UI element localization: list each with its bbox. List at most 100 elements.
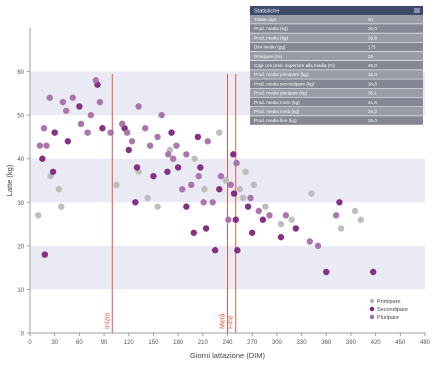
data-point (135, 103, 142, 110)
data-point (323, 268, 330, 276)
data-point (146, 142, 154, 149)
data-point (351, 207, 359, 215)
data-point (217, 172, 225, 180)
data-point (288, 216, 295, 223)
data-point (58, 203, 65, 210)
stats-row (250, 88, 423, 98)
x-axis-title: Giorni lattazione (DIM) (190, 351, 266, 360)
data-point (197, 164, 204, 171)
data-point (357, 216, 365, 223)
data-point (179, 186, 186, 193)
data-point (64, 138, 72, 145)
data-point (306, 238, 313, 245)
data-point (174, 164, 182, 171)
y-tick-label: 30 (17, 201, 24, 207)
legend-label: Secondipare (377, 307, 408, 313)
data-point (76, 103, 83, 110)
data-point (183, 151, 190, 158)
data-point (96, 98, 104, 106)
data-point (225, 216, 232, 223)
data-point (248, 229, 256, 236)
data-point (59, 98, 67, 106)
data-point (133, 164, 141, 171)
data-point (154, 203, 161, 210)
data-point (173, 142, 180, 149)
phase-label: Fine (228, 315, 235, 329)
data-point (84, 129, 91, 136)
data-point (332, 212, 340, 219)
data-point (113, 181, 120, 189)
data-point (255, 207, 262, 215)
legend-label: Primipare (377, 299, 401, 305)
panel-collapse-icon[interactable] (414, 8, 420, 13)
data-point (107, 129, 114, 136)
data-point (51, 129, 58, 136)
data-point (233, 159, 240, 167)
stats-row-label: Primipare (%) (254, 54, 283, 59)
data-point (128, 138, 136, 145)
data-point (234, 247, 241, 254)
data-point (216, 186, 223, 193)
data-point (250, 181, 258, 189)
stats-row (250, 107, 423, 116)
stats-row-value: 25,0 (368, 118, 377, 123)
phase-label: Metà (220, 313, 227, 329)
x-tick-label: 240 (222, 340, 233, 346)
data-point (266, 212, 273, 219)
data-point (55, 186, 63, 193)
stats-row (250, 70, 423, 79)
stats-row-label: Prod. media inizio (kg) (254, 100, 300, 105)
stats-row (250, 61, 423, 70)
data-point (236, 186, 244, 193)
data-point (200, 199, 207, 206)
phase-label: Inizio (104, 313, 111, 329)
stats-row (250, 33, 423, 42)
stats-row-label: Capi con prod. superiore alla media (%) (254, 63, 335, 68)
stats-row-label: Prod. media metà (kg) (254, 109, 300, 114)
x-tick-label: 270 (247, 340, 258, 346)
data-point (118, 120, 126, 128)
x-tick-label: 0 (28, 340, 32, 346)
data-point (168, 129, 175, 136)
data-point (87, 111, 95, 119)
legend-marker (369, 314, 375, 320)
x-tick-label: 90 (101, 340, 108, 346)
data-point (336, 199, 343, 206)
data-point (69, 94, 76, 101)
stats-row (250, 116, 423, 125)
x-tick-label: 120 (124, 340, 135, 346)
data-point (165, 151, 172, 158)
y-tick-label: 50 (17, 114, 24, 120)
x-tick-label: 480 (420, 340, 431, 346)
data-point (209, 199, 216, 206)
y-tick-label: 20 (17, 244, 24, 250)
data-point (43, 142, 50, 149)
y-axis-title: Latte (kg) (5, 164, 14, 196)
stats-row (250, 24, 423, 33)
x-tick-label: 60 (76, 340, 83, 346)
data-point (164, 168, 171, 175)
stats-row-value: 34,0 (368, 26, 377, 31)
data-point (247, 194, 254, 202)
stats-row (250, 42, 423, 52)
y-tick-label: 40 (17, 157, 24, 163)
data-point (277, 220, 285, 228)
data-point (40, 125, 48, 132)
data-point (201, 186, 208, 193)
data-point (337, 225, 345, 232)
x-tick-label: 150 (148, 340, 159, 346)
stats-row (250, 79, 423, 88)
stats-row-value: 32,0 (368, 72, 377, 77)
x-tick-label: 450 (395, 340, 406, 346)
data-point (204, 138, 211, 145)
x-tick-label: 180 (173, 340, 184, 346)
data-point (169, 155, 177, 162)
data-point (158, 111, 165, 119)
data-point (227, 181, 234, 189)
data-point (194, 133, 202, 141)
data-point (202, 225, 210, 232)
data-point (142, 125, 149, 132)
stats-row-value: 34,2 (368, 109, 377, 114)
